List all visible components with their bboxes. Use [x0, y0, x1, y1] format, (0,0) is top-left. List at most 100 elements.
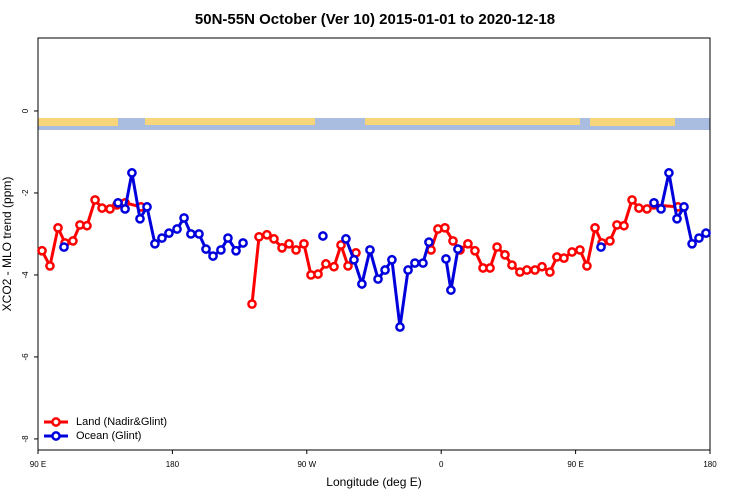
x-tick-label: 90 E — [30, 460, 46, 469]
series-point — [90, 195, 100, 205]
series-point — [537, 261, 547, 272]
series-point — [291, 245, 301, 255]
series-point — [135, 213, 145, 224]
series-point — [45, 261, 55, 271]
series-point — [164, 228, 174, 238]
series-point — [299, 238, 309, 249]
y-axis-label: XCO2 - MLO trend (ppm) — [0, 177, 14, 312]
series-point — [463, 238, 473, 249]
x-tick-label: 90 E — [567, 460, 583, 469]
y-tick-label: -6 — [21, 353, 30, 361]
series-point — [649, 197, 659, 208]
series-point — [701, 228, 711, 238]
series-point — [216, 245, 226, 255]
series-point — [172, 224, 182, 234]
x-tick-label: 180 — [166, 460, 180, 469]
chart-title: 50N-55N October (Ver 10) 2015-01-01 to 2… — [195, 11, 555, 28]
series-point — [269, 234, 279, 244]
series-point — [424, 237, 434, 248]
x-axis-label: Longitude (deg E) — [326, 475, 421, 489]
x-tick-label: 180 — [703, 460, 717, 469]
series-point — [59, 242, 69, 252]
series-point — [157, 233, 167, 243]
land-ocean-strip — [38, 118, 710, 130]
series-point — [634, 203, 644, 213]
series-point — [231, 245, 241, 256]
series-point — [194, 229, 204, 239]
series-point — [341, 234, 351, 244]
x-tick-label: 0 — [439, 460, 444, 469]
series-point — [329, 261, 339, 272]
y-tick-label: -4 — [21, 271, 30, 279]
series-point — [664, 168, 674, 178]
series-point — [277, 243, 287, 253]
series-point — [446, 285, 456, 295]
series-point — [357, 279, 367, 289]
series-point — [582, 261, 592, 271]
series-point — [373, 274, 383, 284]
series-point — [223, 233, 233, 243]
series-point — [694, 233, 704, 243]
series-point — [507, 260, 517, 270]
series-line — [117, 172, 245, 259]
x-tick-label: 90 W — [297, 460, 316, 469]
series-point — [470, 245, 480, 256]
series-point — [642, 204, 652, 214]
series-point — [545, 267, 555, 277]
series-point — [619, 220, 629, 231]
series-point — [380, 265, 390, 275]
series-point — [596, 242, 606, 252]
series-point — [500, 250, 510, 260]
legend-label: Land (Nadir&Glint) — [76, 416, 167, 428]
series-point — [68, 236, 78, 246]
series-point — [201, 244, 211, 254]
y-tick-label: -2 — [21, 189, 30, 197]
series-point — [343, 261, 353, 271]
series-point — [567, 247, 577, 257]
series-point — [318, 231, 328, 241]
series-point — [82, 220, 92, 231]
series-point — [254, 231, 264, 242]
legend-marker — [51, 417, 61, 427]
y-tick-label: 0 — [21, 108, 30, 113]
series-point — [575, 245, 585, 255]
series-point — [627, 195, 637, 205]
series-point — [485, 263, 495, 273]
y-tick-label: -8 — [21, 435, 30, 443]
series-point — [120, 204, 130, 214]
series-point — [105, 204, 115, 214]
series-point — [672, 213, 682, 224]
series-point — [142, 202, 152, 212]
series-point — [336, 240, 346, 250]
series-point — [522, 265, 532, 275]
series-point — [441, 254, 451, 264]
series-point — [208, 251, 218, 261]
series-point — [387, 254, 397, 265]
series-point — [440, 222, 450, 233]
series-point — [53, 222, 63, 233]
series-point — [410, 258, 420, 268]
series-point — [247, 299, 257, 309]
series-point — [687, 238, 697, 249]
series-point — [679, 202, 689, 212]
series-point — [127, 168, 137, 178]
series-point — [349, 254, 359, 265]
series-point — [403, 265, 413, 275]
series-point — [238, 238, 248, 248]
series-point — [179, 213, 189, 223]
series-point — [448, 236, 458, 246]
series-point — [284, 238, 294, 249]
series-point — [418, 258, 428, 268]
series-point — [365, 245, 375, 255]
plot-frame — [37, 37, 711, 451]
series-point — [313, 269, 323, 279]
series-point — [150, 238, 160, 249]
series-point — [492, 242, 502, 252]
series-point — [186, 229, 196, 239]
series-point — [321, 259, 331, 269]
series-point — [113, 197, 123, 208]
series-point — [605, 236, 615, 246]
legend-marker — [51, 431, 61, 441]
series-point — [590, 222, 600, 233]
